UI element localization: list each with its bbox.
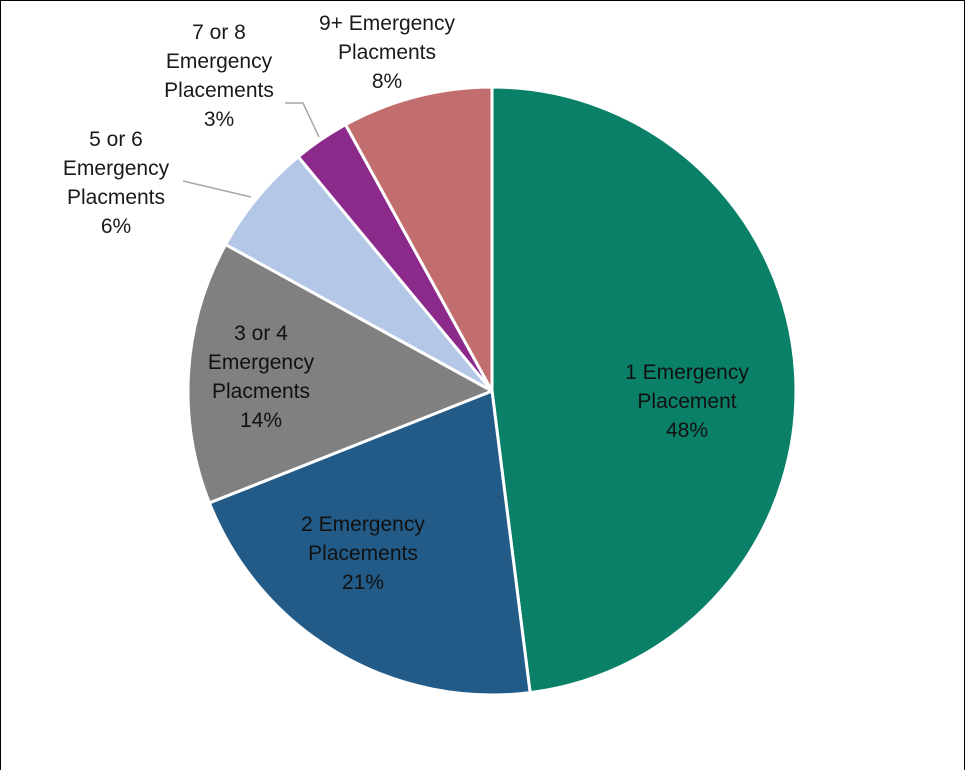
slice-label-line: 7 or 8 [192,21,246,44]
pie-slice-3 [186,243,494,505]
slice-percent: 14% [240,409,282,432]
slice-label-line: 1 Emergency [625,361,749,384]
slice-label-4: 5 or 6 Emergency Placments 6% [63,128,170,238]
slice-label-line: Placements [308,542,418,565]
slice-percent: 6% [101,215,131,238]
slice-label-line: 3 or 4 [234,322,288,345]
slice-percent: 3% [204,108,234,131]
pie-slices [186,85,798,697]
slice-label-line: 5 or 6 [89,128,143,151]
slice-label-line: Placements [164,79,274,102]
slice-label-2: 2 Emergency Placements 21% [301,513,425,594]
slice-label-5: 7 or 8 Emergency Placements 3% [164,21,274,131]
slice-label-line: Placments [67,186,165,209]
slice-label-line: 9+ Emergency [319,12,455,35]
slice-label-6: 9+ Emergency Placments 8% [319,12,455,93]
pie-slice-2 [207,389,532,697]
leader-line-4 [182,180,252,198]
slice-percent: 21% [342,571,384,594]
slice-label-line: 2 Emergency [301,513,425,536]
slice-label-line: Emergency [208,351,315,374]
slice-percent: 8% [372,70,402,93]
slice-label-line: Placments [212,380,310,403]
leader-line-5 [285,102,320,138]
pie-slice-1 [490,85,798,695]
slice-label-1: 1 Emergency Placement 48% [625,361,749,442]
pie-labels: 1 Emergency Placement 48% 2 Emergency Placem… [63,12,749,594]
slice-label-3: 3 or 4 Emergency Placments 14% [208,322,315,432]
slice-percent: 48% [666,419,708,442]
slice-label-line: Placement [637,390,736,413]
slice-label-line: Emergency [63,157,170,180]
slice-label-line: Placments [338,41,436,64]
pie-slice-6 [344,85,494,393]
slice-label-line: Emergency [166,50,273,73]
